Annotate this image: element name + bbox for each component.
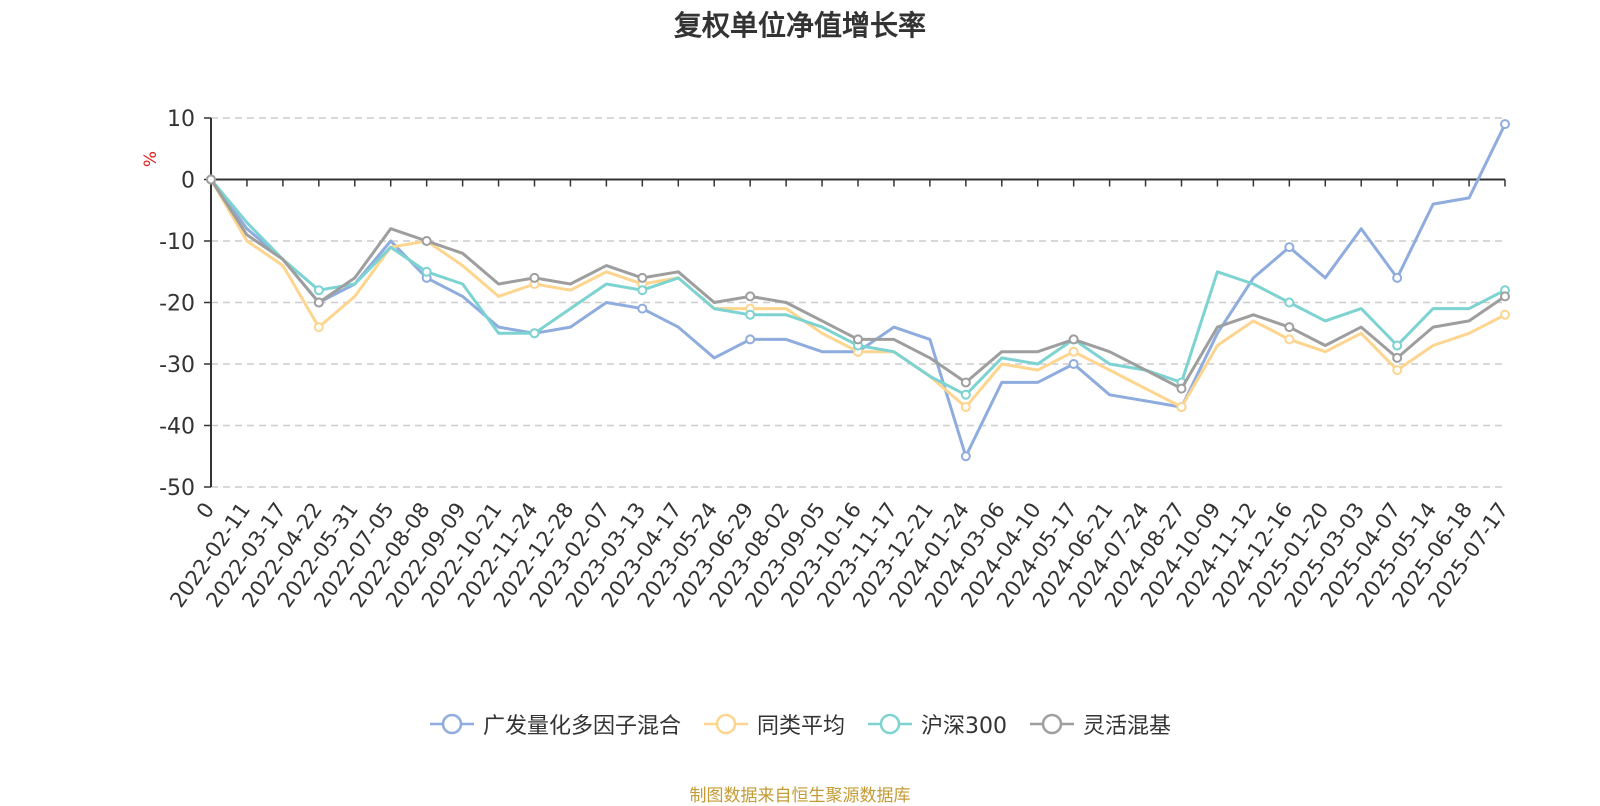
data-point	[1392, 272, 1403, 283]
legend-label: 沪深300	[921, 714, 1007, 739]
legend: 广发量化多因子混合 同类平均 沪深300 灵活混基	[0, 708, 1600, 740]
data-point	[853, 334, 863, 345]
series-lines	[206, 119, 1510, 462]
y-tick-label: -50	[159, 476, 195, 501]
series-line	[209, 178, 1506, 409]
data-point	[1068, 334, 1079, 345]
y-tick-label: 10	[167, 107, 195, 132]
legend-marker-icon	[703, 713, 748, 735]
data-point	[637, 272, 648, 283]
data-point	[1284, 297, 1295, 308]
legend-marker-icon	[1030, 713, 1074, 735]
legend-label: 灵活混基	[1083, 714, 1172, 739]
data-point	[1176, 383, 1187, 394]
data-point	[1392, 352, 1403, 363]
y-tick-label: -10	[159, 230, 195, 255]
data-point	[206, 174, 216, 185]
data-point	[313, 322, 324, 333]
data-point	[421, 236, 432, 246]
data-point	[1392, 340, 1403, 351]
y-tick-label: -20	[159, 292, 195, 317]
data-point	[1500, 309, 1510, 320]
chart-title: 复权单位净值增长率	[673, 9, 926, 42]
data-point	[745, 291, 756, 302]
data-point	[529, 328, 540, 339]
series-line	[209, 178, 1506, 397]
x-tick-label: 0	[192, 498, 219, 523]
y-tick-label: -30	[159, 353, 195, 378]
legend-marker-icon	[429, 713, 474, 735]
data-point	[960, 389, 971, 400]
data-point	[421, 266, 432, 277]
data-point	[745, 309, 756, 320]
y-tick-label: 0	[181, 169, 195, 194]
series-1	[206, 174, 1510, 413]
y-tick-label: -40	[159, 415, 195, 440]
grid-lines	[211, 117, 1505, 488]
data-point	[960, 402, 971, 413]
source-note: 制图数据来自恒生聚源数据库	[689, 786, 911, 806]
data-point	[1284, 322, 1295, 333]
legend-item-1[interactable]: 同类平均	[703, 708, 845, 740]
data-point	[1392, 365, 1403, 376]
series-2	[206, 174, 1510, 400]
data-point	[745, 334, 756, 345]
legend-item-0[interactable]: 广发量化多因子混合	[429, 708, 681, 740]
data-point	[1284, 242, 1295, 253]
data-point	[1284, 334, 1295, 345]
data-point	[637, 303, 648, 314]
series-3	[206, 174, 1510, 394]
data-point	[529, 272, 540, 283]
data-point	[637, 285, 648, 296]
data-point	[960, 451, 971, 462]
series-line	[209, 178, 1506, 391]
data-point	[960, 377, 971, 388]
legend-label: 同类平均	[756, 714, 845, 739]
data-point	[1500, 291, 1510, 302]
data-point	[313, 297, 324, 308]
tick-labels: 100-10-20-30-40-50%02022-02-112022-03-17…	[141, 107, 1513, 612]
series-0	[206, 119, 1510, 462]
legend-label: 广发量化多因子混合	[482, 714, 681, 739]
legend-marker-icon	[868, 713, 912, 735]
legend-item-2[interactable]: 沪深300	[867, 708, 1007, 740]
data-point	[1068, 359, 1079, 369]
data-point	[1176, 402, 1187, 413]
series-line	[209, 123, 1507, 458]
legend-item-3[interactable]: 灵活混基	[1029, 708, 1171, 740]
data-point	[313, 285, 324, 296]
data-point	[1068, 346, 1079, 357]
data-point	[1500, 119, 1510, 130]
y-axis-label: %	[141, 151, 161, 167]
